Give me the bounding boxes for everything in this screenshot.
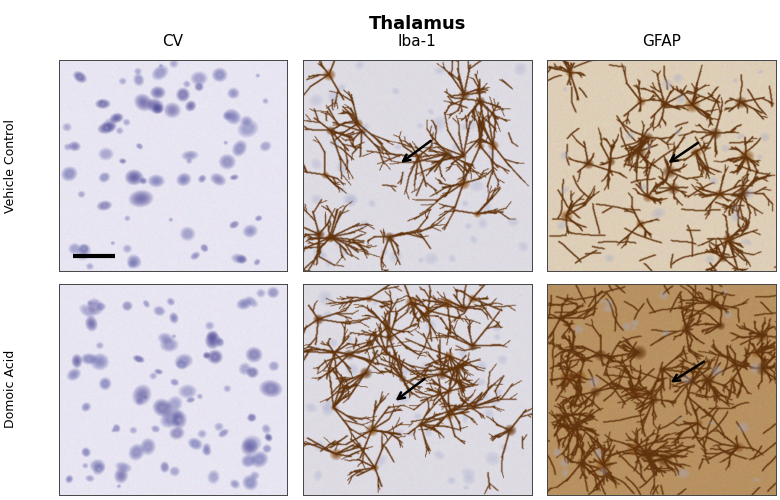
Text: GFAP: GFAP — [642, 34, 681, 49]
Text: Thalamus: Thalamus — [369, 15, 466, 33]
Text: Vehicle Control: Vehicle Control — [4, 118, 16, 212]
Text: CV: CV — [162, 34, 183, 49]
Text: Iba-1: Iba-1 — [398, 34, 437, 49]
Text: Domoic Acid: Domoic Acid — [4, 350, 16, 428]
